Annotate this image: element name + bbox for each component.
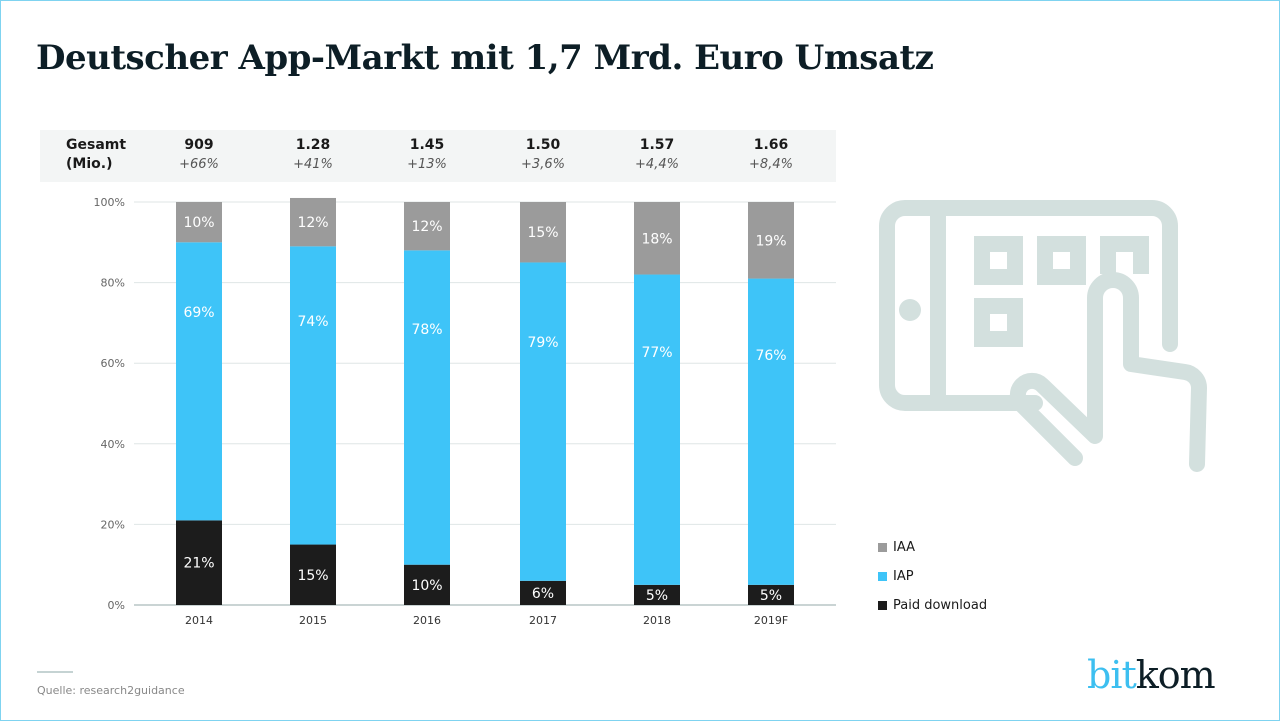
legend-label-iap: IAP [893,569,914,584]
x-tick-label: 2015 [299,614,327,627]
growth-value: +3,6% [521,157,565,172]
data-label: 74% [297,314,328,330]
legend-swatch-paid-download [878,601,887,610]
page-title: Deutscher App-Markt mit 1,7 Mrd. Euro Um… [36,38,934,78]
x-tick-label: 2014 [185,614,213,627]
data-label: 78% [411,322,442,338]
y-tick-label: 100% [94,196,125,209]
bar-segment-paid-download [290,544,336,605]
source-divider [37,671,73,673]
x-tick-label: 2016 [413,614,441,627]
legend-label-paid-download: Paid download [893,598,988,613]
growth-value: +4,4% [635,157,679,172]
bar-segment-iap [176,242,222,521]
totals-column-2015: 1.28 +41% [263,136,363,174]
data-label: 19% [755,233,786,249]
data-label: 77% [641,345,672,361]
data-label: 76% [755,348,786,364]
growth-value: +66% [179,157,219,172]
bar-segment-iap [748,278,794,585]
bar-segment-paid-download [520,580,566,605]
data-label: 5% [760,588,782,604]
data-label: 12% [411,219,442,235]
legend-label-iaa: IAA [893,540,915,555]
bar-segment-iap [404,250,450,565]
totals-column-2017: 1.50 +3,6% [493,136,593,174]
data-label: 69% [183,305,214,321]
total-value: 1.28 [295,137,331,153]
data-label: 10% [183,215,214,231]
total-value: 1.50 [525,137,561,153]
bar-segment-paid-download [404,564,450,605]
y-tick-label: 40% [101,438,125,451]
bar-segment-iaa [290,197,336,247]
growth-value: +13% [407,157,447,172]
total-value: 1.66 [753,137,789,153]
legend-item-iaa: IAA [878,533,987,562]
bar-segment-paid-download [748,584,794,605]
bitkom-logo: bitkom [1087,653,1216,697]
y-tick-label: 60% [101,357,125,370]
data-label: 18% [641,231,672,247]
bar-segment-paid-download [634,584,680,605]
totals-header-label: Gesamt (Mio.) [66,136,126,174]
total-value: 1.45 [409,137,445,153]
data-label: 21% [183,556,214,572]
totals-label-line2: (Mio.) [66,156,113,172]
totals-column-2019f: 1.66 +8,4% [721,136,821,174]
totals-column-2014: 909 +66% [149,136,249,174]
logo-part-bit: bit [1087,653,1137,697]
legend-swatch-iaa [878,543,887,552]
data-label: 6% [532,586,554,602]
source-note: Quelle: research2guidance [37,684,185,697]
bar-segment-iap [290,246,336,545]
chart-legend: IAA IAP Paid download [878,533,987,620]
bar-segment-iaa [520,202,566,263]
bar-segment-iaa [404,202,450,251]
y-tick-label: 80% [101,277,125,290]
total-value: 909 [184,137,214,153]
x-tick-label: 2018 [643,614,671,627]
totals-column-2016: 1.45 +13% [377,136,477,174]
x-tick-label: 2017 [529,614,557,627]
bar-segment-iap [634,274,680,585]
growth-value: +41% [293,157,333,172]
logo-part-kom: kom [1135,653,1216,697]
tablet-touch-icon [870,196,1215,480]
legend-item-paid-download: Paid download [878,591,987,620]
y-tick-label: 0% [108,599,125,612]
data-label: 5% [646,588,668,604]
data-label: 79% [527,335,558,351]
bar-segment-paid-download [176,520,222,605]
total-value: 1.57 [639,137,675,153]
y-tick-label: 20% [101,518,125,531]
bar-segment-iap [520,262,566,581]
bar-segment-iaa [748,202,794,279]
growth-value: +8,4% [749,157,793,172]
totals-label-line1: Gesamt [66,137,127,153]
data-label: 15% [527,225,558,241]
totals-header-band [40,130,836,182]
x-tick-label: 2019F [754,614,788,627]
data-label: 15% [297,568,328,584]
bar-segment-iaa [176,202,222,243]
legend-swatch-iap [878,572,887,581]
legend-item-iap: IAP [878,562,987,591]
data-label: 12% [297,215,328,231]
bar-segment-iaa [634,202,680,275]
totals-column-2018: 1.57 +4,4% [607,136,707,174]
data-label: 10% [411,578,442,594]
